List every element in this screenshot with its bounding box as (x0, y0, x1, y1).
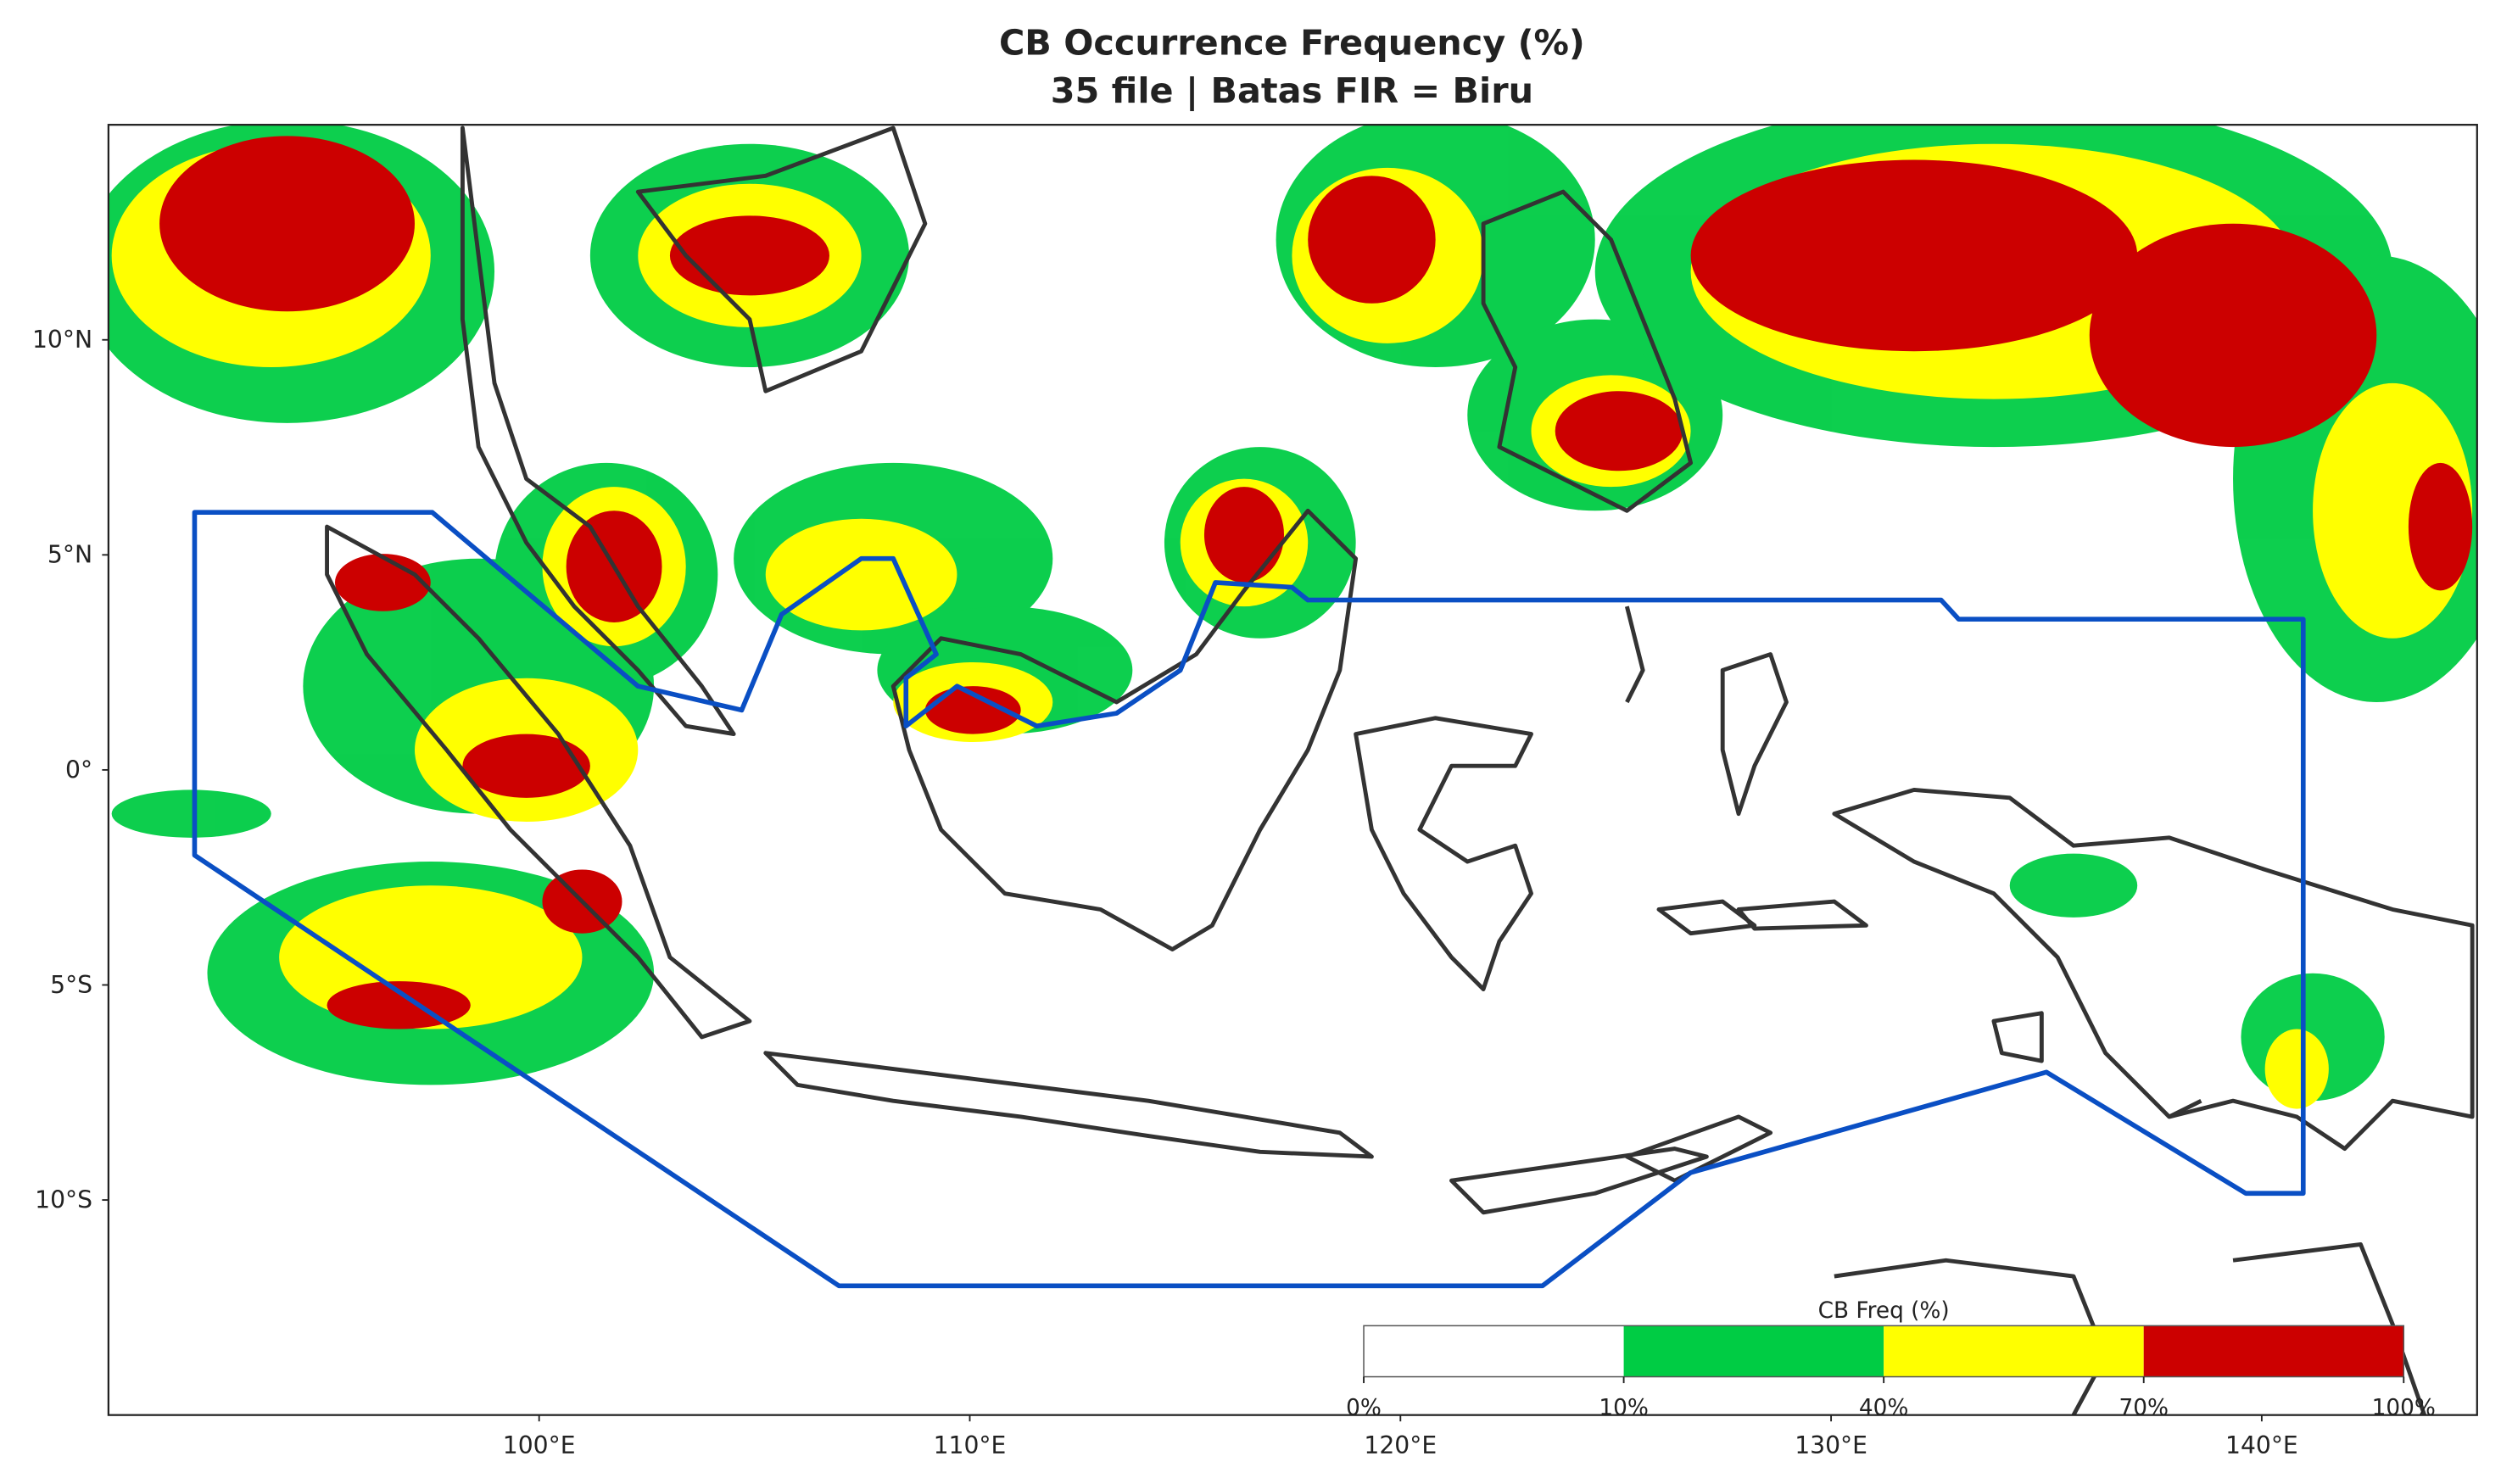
colorbar-tick-label: 100% (2372, 1396, 2436, 1421)
x-tick-label: 110°E (934, 1431, 1007, 1459)
frequency-field (108, 125, 2477, 1109)
x-tick-label: 100°E (503, 1431, 576, 1459)
map-title: CB Occurrence Frequency (%) (999, 22, 1585, 63)
colorbar-segment (1364, 1325, 1624, 1377)
colorbar-tick-label: 0% (1346, 1396, 1382, 1421)
y-tick-label: 10°S (35, 1186, 92, 1213)
colorbar-segment (2143, 1325, 2404, 1377)
colorbar-segment (1623, 1325, 1884, 1377)
colorbar-tick-label: 10% (1599, 1396, 1649, 1421)
map-subtitle: 35 file | Batas FIR = Biru (1051, 70, 1533, 112)
colorbar-label: CB Freq (%) (1818, 1298, 1950, 1324)
colorbar-tick-label: 40% (1859, 1396, 1909, 1421)
y-tick-label: 5°S (50, 971, 92, 999)
y-tick-label: 5°N (47, 541, 92, 569)
x-tick-label: 140°E (2225, 1431, 2298, 1459)
colorbar-tick-label: 70% (2119, 1396, 2169, 1421)
coastlines (325, 126, 2475, 1415)
y-tick-label: 0° (65, 756, 92, 784)
x-tick-label: 130°E (1795, 1431, 1867, 1459)
x-tick-label: 120°E (1364, 1431, 1437, 1459)
colorbar-segment (1884, 1325, 2144, 1377)
y-tick-label: 10°N (32, 326, 92, 354)
fir-boundary (192, 510, 2306, 1289)
